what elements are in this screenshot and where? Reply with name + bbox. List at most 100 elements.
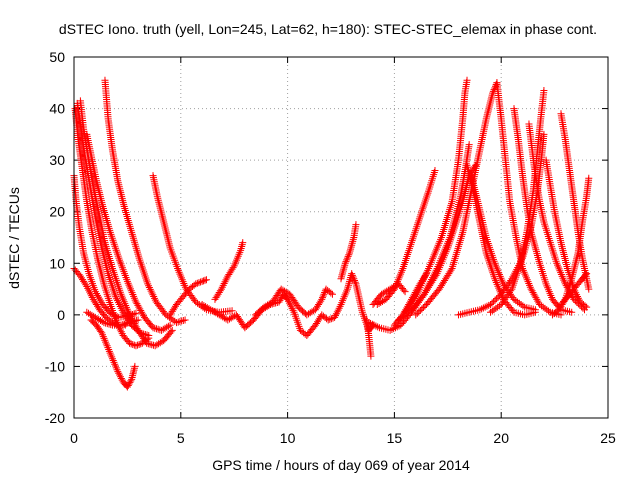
- data-point: [345, 251, 353, 259]
- data-point: [483, 302, 491, 310]
- data-point: [406, 307, 414, 315]
- data-point: [532, 248, 540, 256]
- data-point: [337, 275, 345, 283]
- data-point: [176, 318, 184, 326]
- data-point: [132, 309, 140, 317]
- data-point: [519, 302, 527, 310]
- data-point: [228, 307, 236, 315]
- data-point: [149, 324, 157, 332]
- plot-frame: [73, 56, 609, 419]
- data-point: [495, 302, 503, 310]
- data-point: [534, 252, 542, 260]
- x-tick-label: 0: [70, 430, 78, 446]
- data-point: [197, 278, 205, 286]
- x-axis-label: GPS time / hours of day 069 of year 2014: [212, 457, 470, 473]
- data-point: [340, 263, 348, 271]
- data-point: [488, 307, 496, 315]
- data-point: [125, 380, 133, 388]
- data-point: [98, 318, 106, 326]
- data-point: [493, 295, 501, 303]
- data-point: [148, 289, 156, 297]
- data-point: [537, 302, 545, 310]
- data-point: [343, 256, 351, 264]
- data-point: [327, 315, 335, 323]
- data-point: [401, 288, 409, 296]
- data-point: [515, 299, 523, 307]
- data-point: [476, 306, 484, 314]
- data-point: [194, 299, 202, 307]
- data-point: [151, 324, 159, 332]
- data-point: [411, 295, 419, 303]
- data-point: [123, 383, 131, 391]
- data-point: [367, 319, 375, 327]
- data-point: [319, 292, 327, 300]
- data-point: [200, 277, 208, 285]
- data-point: [530, 240, 538, 248]
- data-series: [467, 172, 539, 314]
- data-point: [507, 287, 515, 295]
- data-point: [318, 294, 326, 302]
- data-series: [70, 264, 129, 329]
- data-point: [491, 296, 499, 304]
- data-point: [145, 282, 153, 290]
- data-point: [126, 319, 134, 327]
- x-tick-label: 15: [387, 430, 403, 446]
- data-point: [144, 280, 152, 288]
- data-point: [174, 318, 182, 326]
- data-point: [324, 316, 332, 324]
- data-point: [431, 166, 439, 174]
- data-point: [349, 235, 357, 243]
- data-point: [338, 273, 346, 281]
- data-point: [532, 246, 540, 254]
- data-point: [129, 341, 137, 349]
- data-point: [122, 320, 130, 328]
- data-point: [494, 293, 502, 301]
- data-point: [164, 322, 172, 330]
- data-point: [127, 377, 135, 385]
- data-point: [124, 319, 132, 327]
- data-point: [97, 327, 105, 335]
- data-point: [130, 310, 138, 318]
- data-point: [173, 319, 181, 327]
- data-point: [348, 271, 356, 279]
- data-point: [351, 278, 359, 286]
- data-point: [117, 374, 125, 382]
- chart-title: dSTEC Iono. truth (yell, Lon=245, Lat=62…: [59, 21, 597, 37]
- data-point: [531, 306, 539, 314]
- data-point: [351, 276, 359, 284]
- data-point: [112, 320, 120, 328]
- data-point: [367, 352, 375, 360]
- data-point: [317, 297, 325, 305]
- data-point: [131, 317, 139, 325]
- data-point: [348, 241, 356, 249]
- data-point: [492, 304, 500, 312]
- y-tick-label: 10: [49, 255, 65, 271]
- data-point: [585, 174, 593, 182]
- data-point: [195, 279, 203, 287]
- data-point: [132, 317, 140, 325]
- data-point: [487, 308, 495, 316]
- data-point: [101, 312, 109, 320]
- data-series: [211, 239, 247, 303]
- tick-labels: 0 5 10 15 20 25 -20 -10 0 10 20 30 40 50: [45, 49, 616, 446]
- data-point: [490, 306, 498, 314]
- data-series: [373, 166, 439, 309]
- data-point: [126, 378, 134, 386]
- data-point: [416, 306, 424, 314]
- data-point: [327, 289, 335, 297]
- x-tick-label: 5: [177, 430, 185, 446]
- data-point: [156, 326, 164, 334]
- data-point: [339, 269, 347, 277]
- data-series: [395, 161, 480, 324]
- data-point: [201, 276, 209, 284]
- data-series: [337, 221, 360, 283]
- data-series: [166, 276, 210, 319]
- data-point: [372, 322, 380, 330]
- data-point: [181, 316, 189, 324]
- data-point: [106, 275, 114, 283]
- data-series: [363, 316, 375, 360]
- data-point: [488, 299, 496, 307]
- data-point: [105, 320, 113, 328]
- data-point: [134, 341, 142, 349]
